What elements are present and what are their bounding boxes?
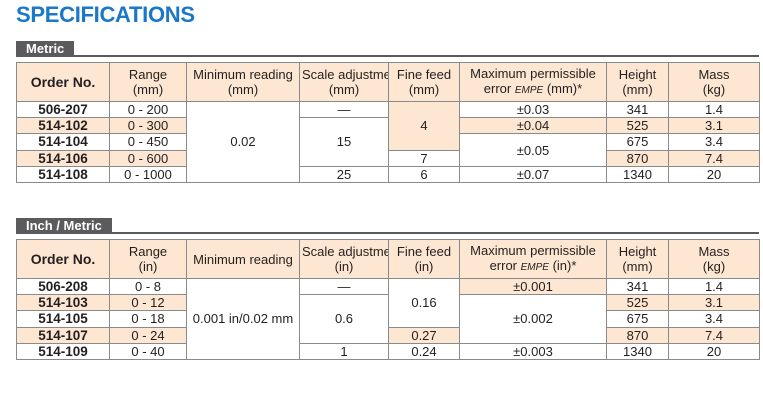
- mpe-cell: ±0.07: [459, 165, 607, 183]
- table-row: 514-105 0 - 18 675 3.4: [16, 310, 760, 328]
- table-row: 514-103 0 - 12 0.6 ±0.002 525 3.1: [16, 294, 760, 344]
- height-cell: 1340: [606, 342, 669, 360]
- order-number: 514-105: [16, 310, 110, 328]
- metric-section-tag: Metric: [16, 41, 75, 57]
- metric-header-height: Height (mm): [606, 62, 669, 102]
- mass-cell: 7.4: [668, 149, 760, 167]
- mpe-cell: ±0.04: [459, 117, 607, 135]
- scale-cell: 25: [299, 165, 389, 183]
- range-cell: 0 - 300: [109, 117, 187, 135]
- range-cell: 0 - 200: [109, 100, 187, 119]
- order-number: 506-208: [16, 277, 110, 296]
- order-number: 514-102: [16, 117, 110, 135]
- height-cell: 870: [606, 149, 669, 167]
- inch-header-row: Order No. Range (in) Minimum reading Scal…: [16, 239, 760, 279]
- metric-section-rule: [16, 55, 759, 57]
- table-row: 514-107 0 - 24 0.27 870 7.4: [16, 326, 760, 344]
- mass-cell: 3.4: [668, 133, 760, 151]
- mass-cell: 1.4: [668, 100, 760, 119]
- fine-feed-cell: 7: [388, 149, 460, 167]
- order-number: 514-108: [16, 165, 110, 183]
- height-cell: 1340: [606, 165, 669, 183]
- scale-cell: 0.6: [299, 294, 389, 344]
- mass-cell: 20: [668, 342, 760, 360]
- metric-header-mass: Mass (kg): [668, 62, 760, 102]
- range-cell: 0 - 24: [109, 326, 187, 344]
- page-title: SPECIFICATIONS: [16, 2, 195, 27]
- height-cell: 525: [606, 117, 669, 135]
- metric-header-row: Order No. Range (mm) Minimum reading (mm) …: [16, 62, 760, 102]
- range-cell: 0 - 8: [109, 277, 187, 296]
- min-reading-cell: 0.02: [186, 101, 300, 183]
- metric-spec-table: Order No. Range (mm) Minimum reading (mm) …: [16, 62, 760, 183]
- height-cell: 675: [606, 133, 669, 151]
- mass-cell: 3.1: [668, 294, 760, 312]
- range-cell: 0 - 450: [109, 133, 187, 151]
- mass-cell: 3.4: [668, 310, 760, 328]
- height-cell: 341: [606, 277, 669, 296]
- inch-section-tag: Inch / Metric: [16, 218, 112, 234]
- range-cell: 0 - 40: [109, 342, 187, 360]
- inch-header-order: Order No.: [16, 239, 110, 279]
- inch-header-height: Height (mm): [606, 239, 669, 279]
- mass-cell: 7.4: [668, 326, 760, 344]
- inch-header-scale-adjustment: Scale adjustment(in): [299, 239, 389, 279]
- table-row: 514-104 0 - 450 ±0.05 675 3.4: [16, 133, 760, 167]
- mpe-cell: ±0.001: [459, 277, 607, 296]
- mpe-cell: ±0.05: [459, 133, 607, 167]
- table-row: 506-208 0 - 8 0.001 in/0.02 mm — 0.16 ±0…: [16, 277, 760, 360]
- metric-header-range: Range (mm): [109, 62, 187, 102]
- mass-cell: 3.1: [668, 117, 760, 135]
- scale-cell: —: [299, 100, 389, 119]
- mpe-cell: ±0.03: [459, 100, 607, 119]
- scale-cell: 1: [299, 342, 389, 360]
- order-number: 506-207: [16, 100, 110, 119]
- table-row: 506-207 0 - 200 0.02 — 4 ±0.03 341 1.4: [16, 100, 760, 183]
- height-cell: 870: [606, 326, 669, 344]
- range-cell: 0 - 18: [109, 310, 187, 328]
- order-number: 514-107: [16, 326, 110, 344]
- fine-feed-cell: 4: [388, 101, 460, 151]
- height-cell: 525: [606, 294, 669, 312]
- fine-feed-cell: 0.27: [388, 326, 460, 344]
- fine-feed-cell: 0.24: [388, 342, 460, 360]
- height-cell: 675: [606, 310, 669, 328]
- inch-header-mass: Mass (kg): [668, 239, 760, 279]
- mpe-cell: ±0.002: [459, 294, 607, 344]
- min-reading-cell: 0.001 in/0.02 mm: [186, 278, 300, 360]
- metric-header-mpe: Maximum permissible error EMPE (mm)*: [459, 62, 607, 102]
- table-row: 514-106 0 - 600 7 870 7.4: [16, 149, 760, 167]
- order-number: 514-109: [16, 342, 110, 360]
- mpe-cell: ±0.003: [459, 342, 607, 360]
- mass-cell: 20: [668, 165, 760, 183]
- range-cell: 0 - 12: [109, 294, 187, 312]
- inch-header-range: Range (in): [109, 239, 187, 279]
- order-number: 514-103: [16, 294, 110, 312]
- order-number: 514-106: [16, 149, 110, 167]
- inch-section-rule: [16, 232, 759, 234]
- metric-header-min-reading: Minimum reading (mm): [186, 62, 300, 102]
- scale-cell: 15: [299, 117, 389, 167]
- table-row: 514-108 0 - 1000 25 6 ±0.07 1340 20: [16, 165, 760, 183]
- fine-feed-cell: 6: [388, 165, 460, 183]
- inch-header-mpe: Maximum permissible error EMPE (in)*: [459, 239, 607, 279]
- order-number: 514-104: [16, 133, 110, 151]
- inch-header-fine-feed: Fine feed (in): [388, 239, 460, 279]
- table-row: 514-109 0 - 40 1 0.24 ±0.003 1340 20: [16, 342, 760, 360]
- table-row: 514-102 0 - 300 15 ±0.04 525 3.1: [16, 117, 760, 167]
- metric-header-order: Order No.: [16, 62, 110, 102]
- mass-cell: 1.4: [668, 277, 760, 296]
- inch-spec-table: Order No. Range (in) Minimum reading Scal…: [16, 239, 760, 360]
- height-cell: 341: [606, 100, 669, 119]
- range-cell: 0 - 600: [109, 149, 187, 167]
- fine-feed-cell: 0.16: [388, 278, 460, 328]
- metric-header-scale-adjustment: Scale adjustment(mm): [299, 62, 389, 102]
- scale-cell: —: [299, 277, 389, 296]
- range-cell: 0 - 1000: [109, 165, 187, 183]
- inch-header-min-reading: Minimum reading: [186, 239, 300, 279]
- metric-header-fine-feed: Fine feed (mm): [388, 62, 460, 102]
